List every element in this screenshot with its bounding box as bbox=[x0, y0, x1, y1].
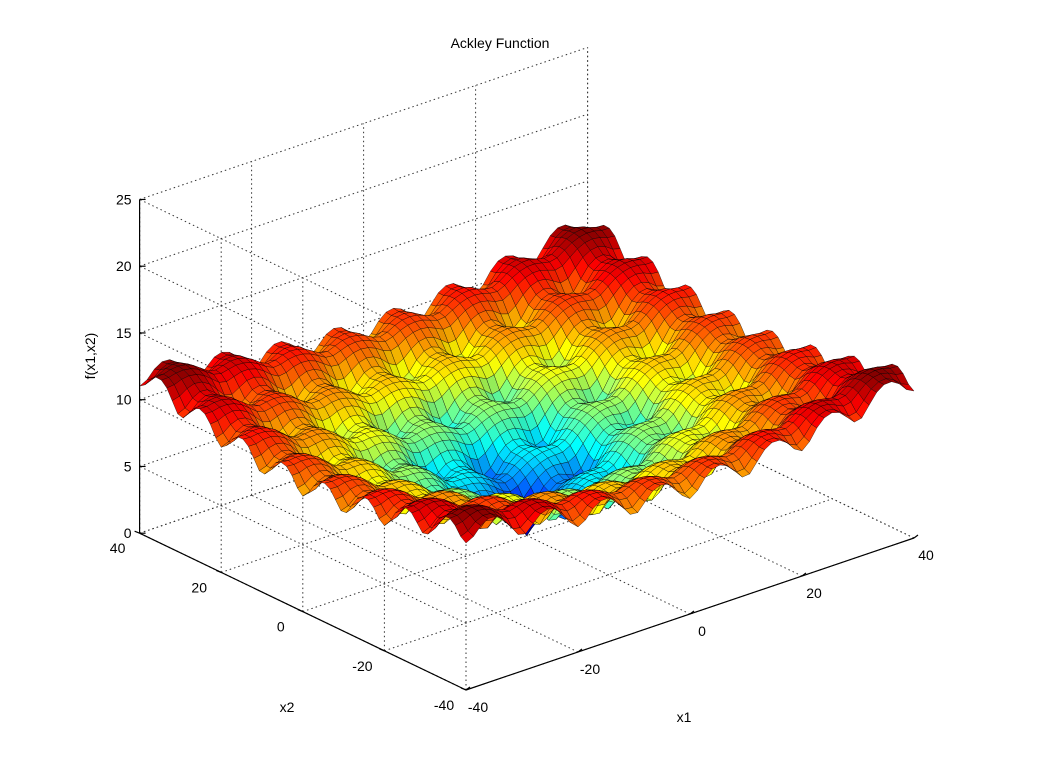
x-tick-label-3: 20 bbox=[806, 585, 822, 601]
z-tick-label-2: 10 bbox=[116, 392, 132, 408]
y-axis-title: x2 bbox=[280, 699, 295, 715]
x-tick-label-1: -20 bbox=[580, 661, 600, 677]
y-tick-label-0: -40 bbox=[434, 697, 454, 713]
z-tick-label-1: 5 bbox=[124, 458, 132, 474]
y-tick-label-3: 20 bbox=[191, 579, 207, 595]
z-tick-label-5: 25 bbox=[116, 191, 132, 207]
y-tick-label-4: 40 bbox=[110, 540, 126, 556]
x-axis-title: x1 bbox=[677, 709, 692, 725]
y-tick-4 bbox=[135, 531, 140, 533]
y-tick-label-1: -20 bbox=[352, 658, 372, 674]
z-tick-label-0: 0 bbox=[124, 525, 132, 541]
surface-mesh bbox=[140, 225, 914, 543]
x-tick-label-4: 40 bbox=[918, 547, 934, 563]
chart-title: Ackley Function bbox=[451, 35, 550, 51]
grid-line-z-back-5 bbox=[140, 47, 588, 199]
x-tick-label-2: 0 bbox=[698, 623, 706, 639]
x-tick-4 bbox=[914, 535, 918, 538]
z-tick-label-4: 20 bbox=[116, 258, 132, 274]
z-axis-title: f(x1,x2) bbox=[82, 333, 98, 380]
x-tick-label-0: -40 bbox=[468, 699, 488, 715]
z-tick-label-3: 15 bbox=[116, 325, 132, 341]
surface-face bbox=[901, 384, 914, 391]
y-tick-label-2: 0 bbox=[277, 619, 285, 635]
